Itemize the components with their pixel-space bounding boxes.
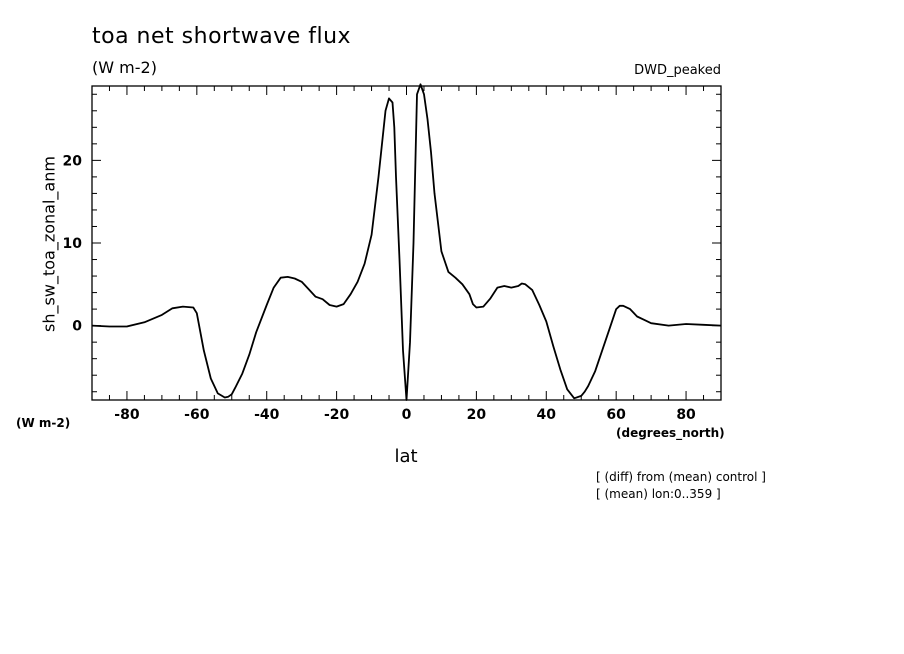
x-tick-label: -20 — [324, 407, 350, 423]
y-tick-label: 0 — [72, 319, 82, 335]
y-tick-label: 20 — [63, 153, 83, 169]
x-tick-label: -80 — [114, 407, 140, 423]
x-tick-label: 60 — [606, 407, 626, 423]
y-tick-label: 10 — [63, 236, 83, 252]
x-tick-label: 20 — [467, 407, 487, 423]
chart-title: toa net shortwave flux — [92, 24, 352, 49]
note-diff: [ (diff) from (mean) control ] — [596, 470, 766, 484]
x-tick-label: 40 — [537, 407, 557, 423]
chart-units: (W m-2) — [92, 58, 157, 77]
x-axis-units: (degrees_north) — [616, 426, 725, 440]
x-axis-label: lat — [394, 446, 418, 467]
plot-frame — [91, 85, 722, 401]
series-line-0 — [91, 83, 722, 401]
run-name-label: DWD_peaked — [634, 63, 721, 78]
note-mean: [ (mean) lon:0..359 ] — [596, 487, 721, 501]
x-tick-label: -60 — [184, 407, 210, 423]
x-tick-label: -40 — [254, 407, 280, 423]
x-tick-label: 0 — [402, 407, 412, 423]
y-axis-units: (W m-2) — [16, 416, 71, 430]
x-tick-label: 80 — [676, 407, 696, 423]
